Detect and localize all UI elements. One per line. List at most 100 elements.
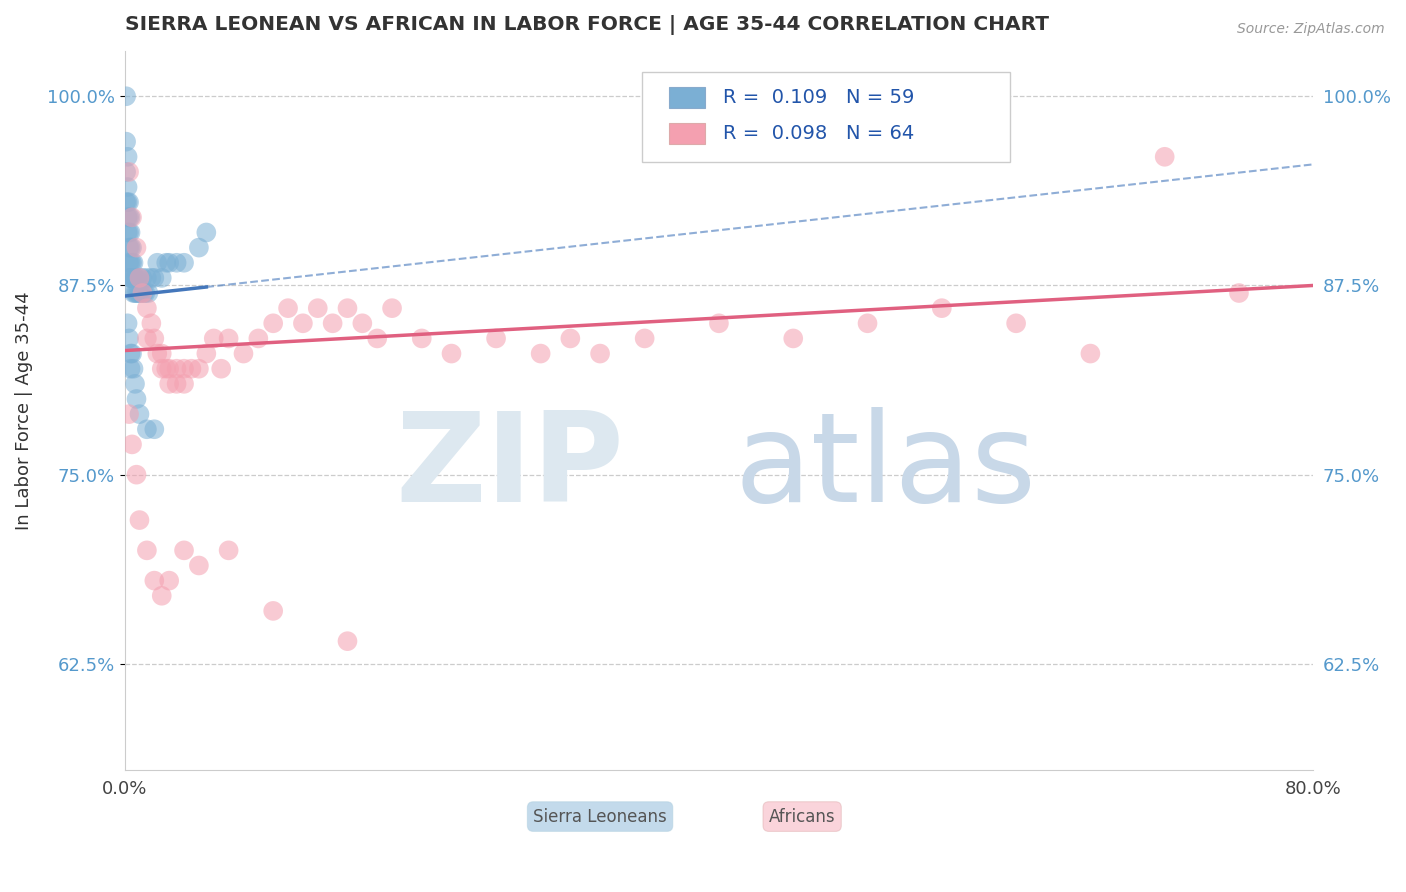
Point (352, 316, 374, 330)
Text: Source: ZipAtlas.com: Source: ZipAtlas.com (1237, 22, 1385, 37)
Point (131, 271, 153, 285)
Point (155, 256, 177, 270)
Point (166, 361, 188, 376)
Point (124, 376, 146, 391)
Point (122, 286, 145, 301)
Point (135, 301, 157, 315)
Point (117, 150, 139, 164)
Point (307, 301, 329, 315)
Point (121, 256, 143, 270)
Point (146, 256, 169, 270)
Point (125, 467, 148, 482)
Point (440, 346, 463, 360)
Point (202, 331, 225, 345)
Point (634, 331, 657, 345)
Point (124, 286, 146, 301)
Point (209, 361, 232, 376)
Point (173, 543, 195, 558)
Point (173, 256, 195, 270)
Point (143, 574, 166, 588)
Point (589, 346, 612, 360)
Text: SIERRA LEONEAN VS AFRICAN IN LABOR FORCE | AGE 35-44 CORRELATION CHART: SIERRA LEONEAN VS AFRICAN IN LABOR FORCE… (125, 15, 1049, 35)
Point (129, 286, 152, 301)
Point (1153, 150, 1175, 164)
Point (195, 226, 218, 240)
Point (411, 331, 433, 345)
Point (366, 331, 388, 345)
Point (232, 346, 254, 360)
Text: R =  0.109   N = 59: R = 0.109 N = 59 (723, 88, 914, 107)
Point (157, 256, 180, 270)
Point (117, 180, 139, 194)
Point (135, 271, 157, 285)
Point (120, 226, 142, 240)
Point (150, 589, 173, 603)
Point (173, 361, 195, 376)
Point (247, 331, 270, 345)
Point (121, 241, 143, 255)
Point (262, 316, 284, 330)
Point (118, 407, 141, 421)
Point (118, 271, 141, 285)
Point (135, 543, 157, 558)
Point (195, 346, 218, 360)
Point (150, 271, 173, 285)
Point (125, 392, 148, 406)
Point (262, 604, 284, 618)
Point (173, 376, 195, 391)
Point (122, 256, 145, 270)
Point (128, 286, 150, 301)
Point (120, 241, 142, 255)
Point (138, 286, 160, 301)
FancyBboxPatch shape (669, 87, 704, 108)
Point (146, 346, 169, 360)
Point (180, 361, 202, 376)
Point (115, 135, 138, 149)
Point (187, 361, 209, 376)
Point (118, 226, 141, 240)
Point (336, 301, 359, 315)
Point (117, 211, 139, 225)
Point (277, 301, 299, 315)
FancyBboxPatch shape (641, 72, 1010, 162)
Point (291, 316, 314, 330)
Point (155, 361, 177, 376)
Point (117, 226, 139, 240)
Text: Africans: Africans (769, 807, 835, 826)
Point (336, 634, 359, 648)
Point (125, 271, 148, 285)
Point (118, 195, 141, 210)
Point (118, 331, 141, 345)
Point (127, 286, 149, 301)
Point (166, 256, 188, 270)
Point (121, 346, 143, 360)
Point (132, 286, 155, 301)
Point (143, 271, 166, 285)
Point (135, 422, 157, 436)
Point (121, 271, 143, 285)
Point (120, 271, 142, 285)
Point (141, 316, 163, 330)
Point (530, 346, 553, 360)
Point (856, 316, 879, 330)
Point (120, 256, 142, 270)
Point (141, 271, 163, 285)
Y-axis label: In Labor Force | Age 35-44: In Labor Force | Age 35-44 (15, 291, 32, 530)
Point (134, 286, 156, 301)
Point (122, 271, 145, 285)
Point (782, 331, 804, 345)
Point (120, 346, 142, 360)
Text: ZIP: ZIP (395, 408, 624, 528)
Point (118, 211, 141, 225)
Point (122, 361, 145, 376)
Point (1005, 316, 1028, 330)
Point (166, 376, 188, 391)
Point (187, 241, 209, 255)
Point (128, 271, 150, 285)
Point (118, 256, 141, 270)
Point (707, 316, 730, 330)
Point (117, 316, 139, 330)
Point (157, 376, 180, 391)
Point (322, 316, 344, 330)
Point (125, 286, 148, 301)
